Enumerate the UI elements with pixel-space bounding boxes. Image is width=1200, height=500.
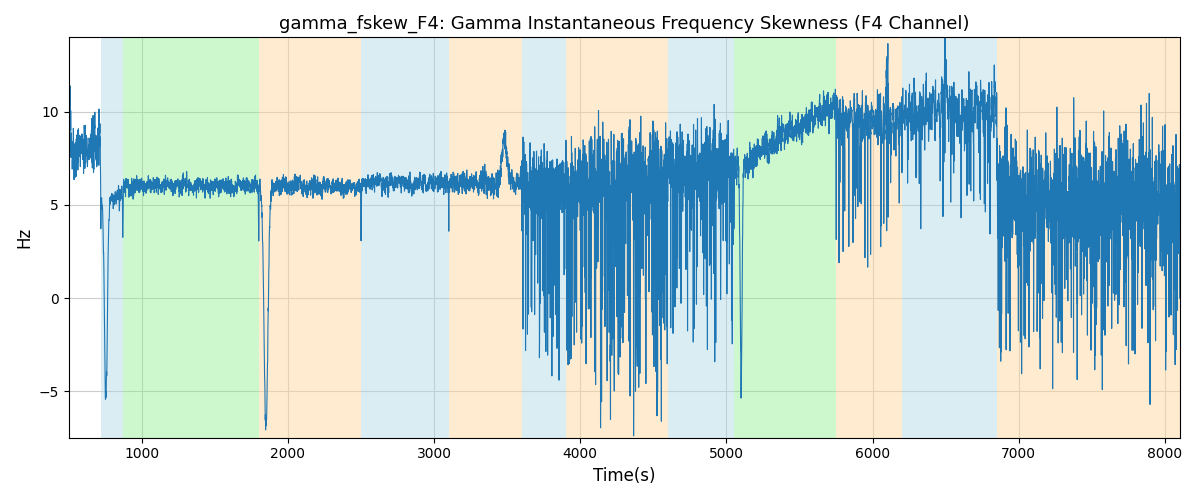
Bar bbox=[522, 38, 565, 438]
Bar bbox=[565, 38, 668, 438]
Bar bbox=[101, 38, 122, 438]
Bar bbox=[361, 38, 449, 438]
X-axis label: Time(s): Time(s) bbox=[593, 467, 655, 485]
Bar bbox=[122, 38, 259, 438]
Title: gamma_fskew_F4: Gamma Instantaneous Frequency Skewness (F4 Channel): gamma_fskew_F4: Gamma Instantaneous Freq… bbox=[278, 15, 970, 34]
Bar bbox=[668, 38, 734, 438]
Bar bbox=[259, 38, 361, 438]
Bar bbox=[449, 38, 522, 438]
Bar bbox=[734, 38, 836, 438]
Y-axis label: Hz: Hz bbox=[16, 227, 34, 248]
Bar bbox=[836, 38, 902, 438]
Bar bbox=[997, 38, 1194, 438]
Bar bbox=[902, 38, 997, 438]
